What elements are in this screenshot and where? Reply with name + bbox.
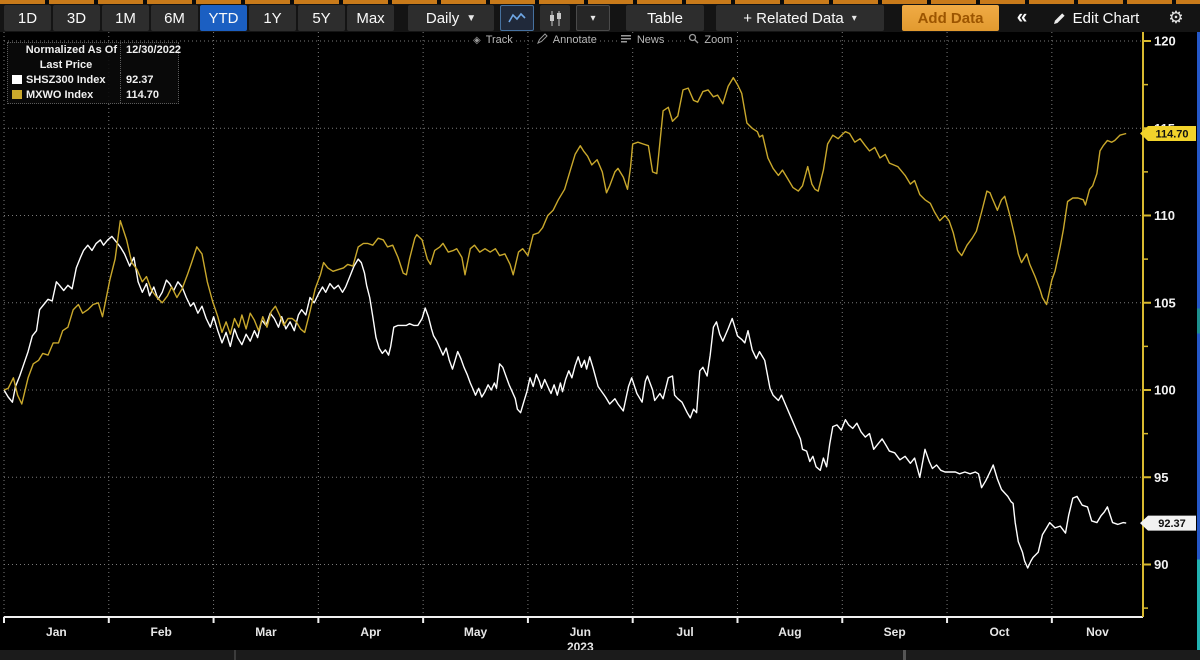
legend-last-price-label: Last Price — [39, 59, 93, 71]
line-chart-icon — [508, 12, 526, 23]
x-axis-month-label: Oct — [989, 625, 1009, 639]
caret-down-icon: ▾ — [590, 12, 596, 24]
annotate-icon — [536, 33, 548, 47]
range-button-1d[interactable]: 1D — [4, 5, 51, 31]
window-top-edge-strip — [0, 0, 1200, 4]
add-data-button[interactable]: Add Data — [902, 5, 999, 31]
related-data-label: + Related Data — [743, 9, 844, 27]
x-axis-month-label: Jan — [46, 625, 67, 639]
x-axis-month-label: Jun — [570, 625, 591, 639]
legend-normalized-label: Normalized As Of — [25, 44, 117, 56]
range-button-1m[interactable]: 1M — [102, 5, 149, 31]
track-tool[interactable]: ◈ Track — [470, 34, 516, 46]
series-swatch — [12, 75, 22, 84]
badge-value: 114.70 — [1155, 128, 1188, 140]
collapse-panel-button[interactable]: « — [1009, 5, 1035, 31]
window-right-edge-strip — [1197, 32, 1200, 660]
legend-item-shsz300[interactable]: SHSZ300 Index 92.37 — [8, 73, 178, 88]
y-axis-label: 100 — [1154, 383, 1176, 398]
window-bottom-edge-strip — [0, 650, 1200, 660]
x-axis-month-label: Feb — [151, 625, 172, 639]
related-data-button[interactable]: + Related Data ▾ — [716, 5, 884, 31]
x-axis-month-label: Mar — [255, 625, 277, 639]
news-tool[interactable]: News — [617, 33, 668, 47]
legend-item-mxwo[interactable]: MXWO Index 114.70 — [8, 88, 178, 103]
last-price-badge-mxwo: 114.70 — [1140, 125, 1196, 141]
zoom-icon — [688, 33, 699, 47]
candlestick-icon — [549, 10, 561, 26]
range-button-group: 1D 3D 1M 6M YTD 1Y 5Y Max — [4, 5, 396, 31]
x-axis-month-label: Apr — [360, 625, 381, 639]
series-name: MXWO Index — [26, 89, 94, 101]
caret-down-icon: ▼ — [466, 12, 477, 24]
edit-chart-button[interactable]: Edit Chart — [1037, 5, 1155, 31]
chart-tools-row: ◈ Track Annotate News Zoom — [470, 33, 736, 47]
track-icon: ◈ — [473, 35, 481, 46]
gear-icon: ⚙ — [1168, 8, 1184, 27]
edit-chart-label: Edit Chart — [1072, 9, 1140, 27]
series-line-mxwo — [3, 76, 1127, 405]
y-axis-label: 110 — [1154, 208, 1175, 223]
frequency-dropdown[interactable]: Daily ▼ — [408, 5, 494, 31]
legend-normalized-date: 12/30/2022 — [120, 43, 181, 58]
range-button-5y[interactable]: 5Y — [298, 5, 345, 31]
x-axis-month-label: Sep — [884, 625, 906, 639]
annotate-tool[interactable]: Annotate — [533, 33, 600, 47]
series-last-value: 92.37 — [120, 73, 178, 88]
frequency-label: Daily — [425, 9, 460, 27]
last-price-badge-shsz300: 92.37 — [1140, 515, 1196, 531]
zoom-tool[interactable]: Zoom — [685, 33, 736, 47]
series-line-shsz300 — [3, 235, 1127, 569]
range-button-3d[interactable]: 3D — [53, 5, 100, 31]
x-axis-month-label: Jul — [676, 625, 693, 639]
bottom-edge-divider — [903, 650, 906, 660]
settings-gear-button[interactable]: ⚙ — [1161, 5, 1191, 31]
series-name: SHSZ300 Index — [26, 74, 106, 86]
x-axis-month-label: Nov — [1086, 625, 1109, 639]
legend-series-rows: SHSZ300 Index 92.37 MXWO Index 114.70 — [8, 73, 178, 103]
tool-label: News — [636, 34, 665, 46]
chart-type-dropdown[interactable]: ▾ — [576, 5, 610, 31]
table-button[interactable]: Table — [626, 5, 704, 31]
line-chart-type-button[interactable] — [500, 5, 534, 31]
bottom-edge-divider — [234, 650, 236, 660]
y-axis-label: 105 — [1154, 295, 1176, 310]
series-swatch — [12, 90, 22, 99]
candlestick-chart-type-button[interactable] — [540, 5, 570, 31]
range-button-ytd[interactable]: YTD — [200, 5, 247, 31]
chart-legend: Normalized As Of 12/30/2022 Last Price S… — [7, 42, 181, 104]
legend-title-row: Normalized As Of 12/30/2022 — [8, 43, 181, 58]
tool-label: Track — [485, 34, 513, 46]
y-axis-label: 90 — [1154, 557, 1168, 572]
x-axis-month-label: May — [464, 625, 488, 639]
tool-label: Zoom — [704, 34, 733, 46]
y-axis-label: 95 — [1154, 470, 1168, 485]
range-button-1y[interactable]: 1Y — [249, 5, 296, 31]
range-button-6m[interactable]: 6M — [151, 5, 198, 31]
series-last-value: 114.70 — [120, 88, 178, 103]
badge-shape — [1140, 515, 1196, 531]
caret-down-icon: ▾ — [851, 12, 857, 24]
legend-subtitle-row: Last Price — [8, 58, 178, 73]
badge-value: 92.37 — [1158, 518, 1186, 530]
range-button-max[interactable]: Max — [347, 5, 394, 31]
y-axis-label: 120 — [1154, 34, 1176, 49]
news-icon — [620, 34, 632, 47]
tool-label: Annotate — [552, 34, 597, 46]
pencil-icon — [1053, 12, 1065, 24]
chart-toolbar: 1D 3D 1M 6M YTD 1Y 5Y Max Daily ▼ ▾ Table + Rel… — [0, 4, 1200, 32]
x-axis-month-label: Aug — [778, 625, 801, 639]
badge-shape — [1140, 125, 1196, 141]
